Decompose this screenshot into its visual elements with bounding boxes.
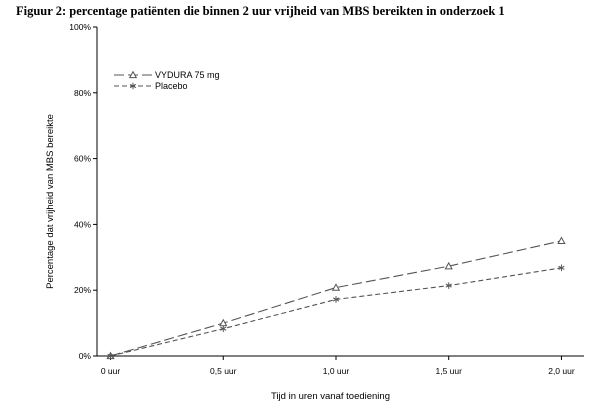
legend-marker (128, 70, 138, 79)
series-line-1 (110, 240, 562, 357)
legend-label: Placebo (155, 81, 188, 91)
data-point-1 (444, 261, 453, 270)
y-tick-label: 20% (74, 285, 91, 295)
x-tick-label: 0,5 uur (210, 366, 237, 376)
y-tick-label: 80% (74, 88, 91, 98)
y-tick-label: 0% (79, 351, 92, 361)
series-layer (106, 236, 566, 360)
x-tick-label: 1,0 uur (323, 366, 350, 376)
x-tick-label: 2,0 uur (548, 366, 575, 376)
data-point-1 (331, 283, 341, 291)
data-point-2 (558, 264, 565, 272)
data-point-2 (332, 296, 340, 303)
legend-marker (129, 82, 137, 90)
data-point-2 (220, 325, 227, 332)
series-line-2 (110, 267, 562, 357)
data-point-2 (107, 352, 114, 360)
legend-label: VYDURA 75 mg (155, 70, 220, 80)
y-tick-label: 60% (74, 154, 91, 164)
data-point-1 (557, 236, 566, 244)
x-tick-label: 1,5 uur (435, 366, 462, 376)
axes (96, 27, 584, 357)
data-point-2 (445, 282, 452, 289)
figure-title: Figuur 2: percentage patiënten die binne… (16, 4, 505, 18)
y-axis-label: Percentage dat vrijheid van MBS bereikte (45, 114, 56, 289)
y-axis-ticks: 0% 20% 40% 60% 80% 100% (69, 22, 97, 361)
x-tick-label: 0 uur (101, 366, 121, 376)
y-tick-label: 40% (74, 219, 91, 229)
y-tick-label: 100% (69, 22, 91, 32)
x-axis-label: Tijd in uren vanaf toediening (271, 391, 390, 402)
x-axis-ticks: 0 uur 0,5 uur 1,0 uur 1,5 uur 2,0 uur (101, 356, 575, 376)
